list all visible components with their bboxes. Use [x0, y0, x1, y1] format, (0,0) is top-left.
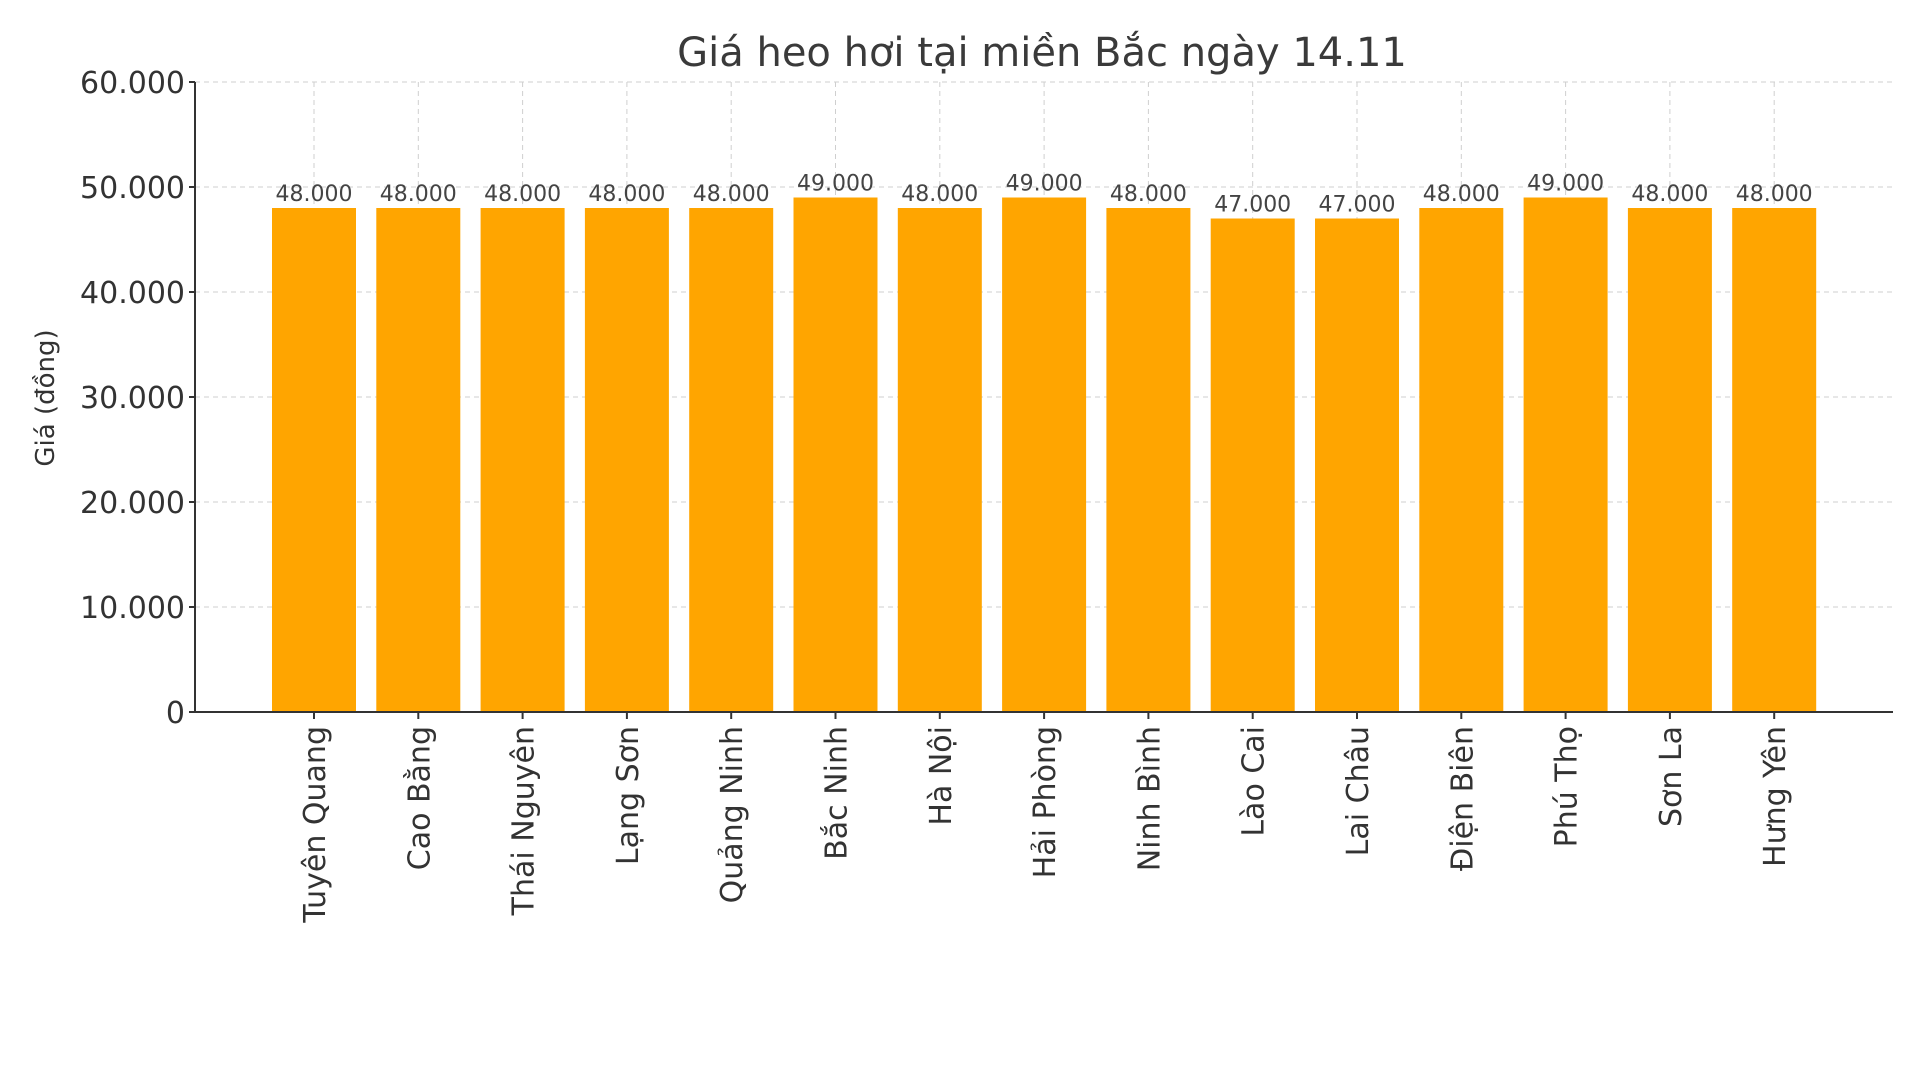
x-axis-ticks: Tuyên Quang Cao Bằng Thái Nguyên Lạng Sơn Qu…: [298, 712, 1793, 924]
y-axis-ticks: 0 10.000 20.000 30.000 40.000 50.000 60.000: [80, 66, 195, 731]
data-label: 48.000: [1423, 182, 1500, 207]
x-tick-label: Lạng Sơn: [611, 726, 646, 865]
x-tick-label: Hưng Yên: [1758, 726, 1793, 867]
bar: [584, 208, 669, 712]
y-tick-label: 20.000: [80, 486, 185, 521]
y-tick-label: 60.000: [80, 66, 185, 101]
bar: [1315, 218, 1399, 712]
bar: [1627, 208, 1712, 712]
data-label: 48.000: [276, 182, 353, 207]
data-label: 48.000: [1110, 182, 1187, 207]
bar: [376, 208, 461, 712]
x-tick-label: Cao Bằng: [402, 726, 437, 870]
data-label: 47.000: [1214, 193, 1291, 218]
data-label: 48.000: [484, 182, 561, 207]
data-label: 48.000: [901, 182, 978, 207]
bar: [689, 208, 774, 712]
x-tick-label: Phú Thọ: [1550, 726, 1585, 847]
bar: [1523, 197, 1608, 712]
data-label: 48.000: [380, 182, 457, 207]
x-tick-label: Hải Phòng: [1028, 726, 1063, 878]
x-tick-label: Sơn La: [1654, 726, 1689, 827]
bar: [897, 208, 982, 712]
y-tick-label: 50.000: [80, 171, 185, 206]
data-label: 48.000: [693, 182, 770, 207]
bar: [480, 208, 565, 712]
y-tick-label: 0: [166, 696, 185, 731]
x-tick-label: Bắc Ninh: [820, 726, 855, 860]
x-tick-label: Hà Nội: [924, 726, 959, 826]
bar: [1419, 208, 1504, 712]
x-tick-label: Tuyên Quang: [298, 726, 333, 924]
data-label: 48.000: [1631, 182, 1708, 207]
x-tick-label: Quảng Ninh: [715, 726, 750, 903]
data-label: 47.000: [1319, 193, 1396, 218]
x-tick-label: Ninh Bình: [1132, 726, 1167, 871]
data-label: 48.000: [1736, 182, 1813, 207]
y-tick-label: 10.000: [80, 591, 185, 626]
bar: [1732, 208, 1817, 712]
x-tick-label: Thái Nguyên: [507, 726, 542, 916]
data-label: 49.000: [1006, 172, 1083, 197]
chart-title: Giá heo hơi tại miền Bắc ngày 14.11: [677, 30, 1407, 76]
y-tick-label: 40.000: [80, 276, 185, 311]
bar: [793, 197, 878, 712]
bar: [1106, 208, 1191, 712]
data-labels: 48.000 48.000 48.000 48.000 48.000 49.000 48.0…: [276, 172, 1813, 218]
x-tick-label: Lào Cai: [1237, 726, 1272, 837]
x-tick-label: Lai Châu: [1341, 726, 1376, 856]
bar: [272, 208, 356, 712]
bar: [1210, 218, 1295, 712]
y-tick-label: 30.000: [80, 381, 185, 416]
bar: [1002, 197, 1087, 712]
x-tick-label: Điện Biên: [1445, 726, 1480, 871]
data-label: 49.000: [1527, 172, 1604, 197]
data-label: 48.000: [588, 182, 665, 207]
y-axis-label: Giá (đồng): [31, 329, 61, 466]
data-label: 49.000: [797, 172, 874, 197]
bars: [272, 197, 1817, 712]
